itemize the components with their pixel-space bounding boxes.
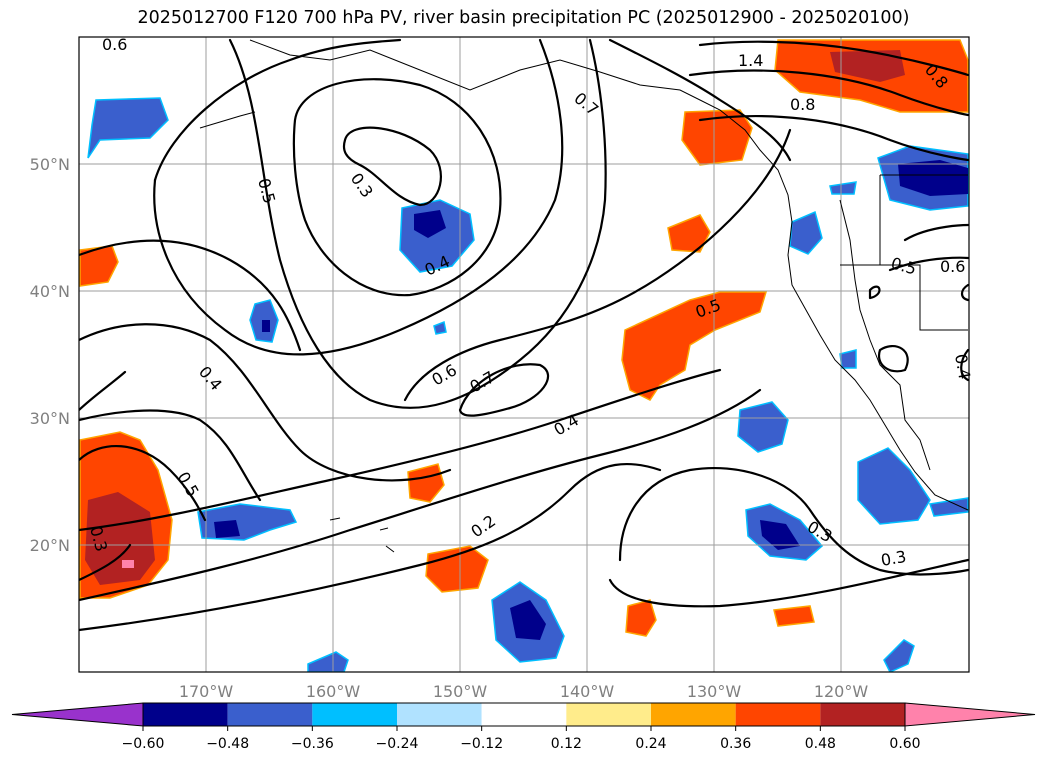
colorbar-frame [142,702,906,727]
colorbar-tick-label: −0.36 [291,736,334,752]
colorbar-swatch [227,703,313,726]
pv-contour-line [228,38,607,409]
precip-positive-region [407,463,445,503]
precip-positive-region [621,291,768,401]
pv-contour-line [79,543,132,582]
contour-label: 0.3 [879,547,907,570]
precip-strong-negative-region [510,600,546,640]
pv-contour-line [153,38,564,356]
colorbar-tick-label: 0.60 [889,736,920,752]
colorbar-tick-label: −0.60 [122,736,165,752]
colorbar-swatch [143,703,228,726]
pv-contour-line [79,368,722,532]
colorbar: −0.60 −0.48 −0.36 −0.24 −0.12 0.12 0.24 0.36 0.4… [11,702,1036,752]
lat-tick-labels: 20°N 30°N 40°N 50°N [30,155,70,555]
lon-tick-label: 170°W [179,682,234,701]
colorbar-swatch [735,703,821,726]
colorbar-tick-label: −0.24 [376,736,419,752]
pv-contour-line [403,128,792,402]
pv-contour-line [79,444,207,522]
pv-contour-line [79,239,302,352]
precip-negative-region [307,651,349,672]
pv-contour-line [877,344,909,373]
pv-contour-line [698,114,969,162]
pv-contour-line [608,558,969,608]
pv-contour-line [960,283,969,302]
precip-negative-region [87,97,169,159]
contour-label: 0.8 [790,95,815,114]
lat-tick-label: 20°N [30,536,70,555]
pv-contour-line [79,323,452,482]
pv-contour-line [698,40,969,77]
colorbar-tick-label: 0.48 [805,736,836,752]
precip-strong-negative-region [898,160,968,196]
colorbar-tick-label: 0.24 [635,736,666,752]
map-background [79,37,969,672]
precip-fill-layer [79,39,969,672]
colorbar-swatch [481,703,567,726]
precip-negative-region [737,401,789,453]
precip-negative-region [883,639,915,672]
colorbar-extend-max [904,702,1036,727]
colorbar-extend-min [11,702,144,727]
pv-contour-line [153,38,402,182]
precip-negative-region [433,320,447,335]
pv-contour-line [292,78,502,297]
pv-contour-line [342,126,442,207]
pv-contour-line [79,370,127,412]
lon-tick-label: 120°W [814,682,869,701]
lon-tick-label: 150°W [433,682,488,701]
precip-strong-negative-region [262,320,270,332]
lon-tick-labels: 170°W 160°W 150°W 140°W 130°W 120°W [179,682,869,701]
pv-contour-line [960,348,969,382]
pv-contour-line [79,388,762,602]
colorbar-tick-label: 0.36 [720,736,751,752]
pv-contours [79,38,969,632]
precip-strong-negative-region [760,520,800,550]
colorbar-tick-label: −0.12 [460,736,503,752]
colorbar-swatch [820,703,905,726]
precip-strong-negative-region [414,210,446,238]
lon-tick-label: 160°W [306,682,361,701]
pv-contour-line [79,462,662,632]
colorbar-swatch [651,703,736,726]
map-title: 2025012700 F120 700 hPa PV, river basin … [137,8,910,28]
coastlines [199,39,969,553]
lon-tick-label: 140°W [560,682,615,701]
map-frame [78,36,970,673]
pv-contour-line [608,38,792,162]
precip-strong-positive-region [85,492,155,585]
precip-negative-region [929,497,969,517]
contour-label: 0.6 [102,35,127,54]
pv-contour-line [903,223,969,242]
colorbar-swatch [312,703,397,726]
colorbar-swatch [566,703,651,726]
precip-negative-region [829,181,857,195]
contour-label: 1.4 [738,51,763,70]
colorbar-tick-label: 0.12 [551,736,582,752]
contour-label: 0.6 [940,257,965,276]
precip-negative-region [789,210,823,255]
lat-tick-label: 50°N [30,155,70,174]
lat-tick-label: 40°N [30,282,70,301]
precip-extreme-positive-region [122,560,134,568]
precip-negative-region [857,447,931,525]
pv-contour-line [688,69,969,117]
pv-contour-line [868,285,881,300]
lat-tick-label: 30°N [30,409,70,428]
pv-contour-line [79,409,262,502]
pv-contour-line [458,363,550,417]
colorbar-tick-label: −0.48 [206,736,249,752]
precip-positive-region [681,109,753,166]
precip-positive-region [425,545,489,593]
pv-contour-line [888,256,969,272]
precip-negative-region [839,349,857,369]
colorbar-swatch [397,703,482,726]
lat-lon-grid [79,37,969,672]
precip-strong-negative-region [214,520,240,538]
precip-strong-positive-region [830,50,905,82]
lon-tick-label: 130°W [687,682,742,701]
precip-positive-region [773,605,815,627]
